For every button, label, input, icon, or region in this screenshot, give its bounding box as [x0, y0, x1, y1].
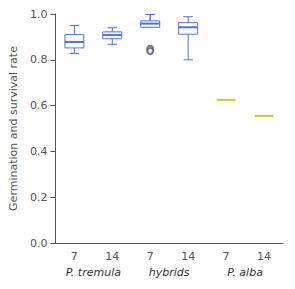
svg-text:P. alba: P. alba	[227, 266, 263, 279]
svg-text:1.0: 1.0	[30, 8, 48, 21]
svg-text:P. tremula: P. tremula	[66, 266, 121, 279]
svg-text:7: 7	[71, 250, 78, 263]
svg-text:0.6: 0.6	[30, 99, 48, 112]
svg-text:7: 7	[223, 250, 230, 263]
svg-text:hybrids: hybrids	[149, 266, 190, 279]
svg-text:14: 14	[181, 250, 195, 263]
svg-text:14: 14	[105, 250, 119, 263]
svg-text:0.2: 0.2	[30, 191, 48, 204]
svg-text:14: 14	[257, 250, 271, 263]
svg-text:0.4: 0.4	[30, 145, 48, 158]
svg-text:0.0: 0.0	[30, 237, 48, 250]
svg-text:7: 7	[147, 250, 154, 263]
svg-text:0.8: 0.8	[30, 53, 48, 66]
svg-text:Germination and survival rate: Germination and survival rate	[7, 46, 20, 211]
